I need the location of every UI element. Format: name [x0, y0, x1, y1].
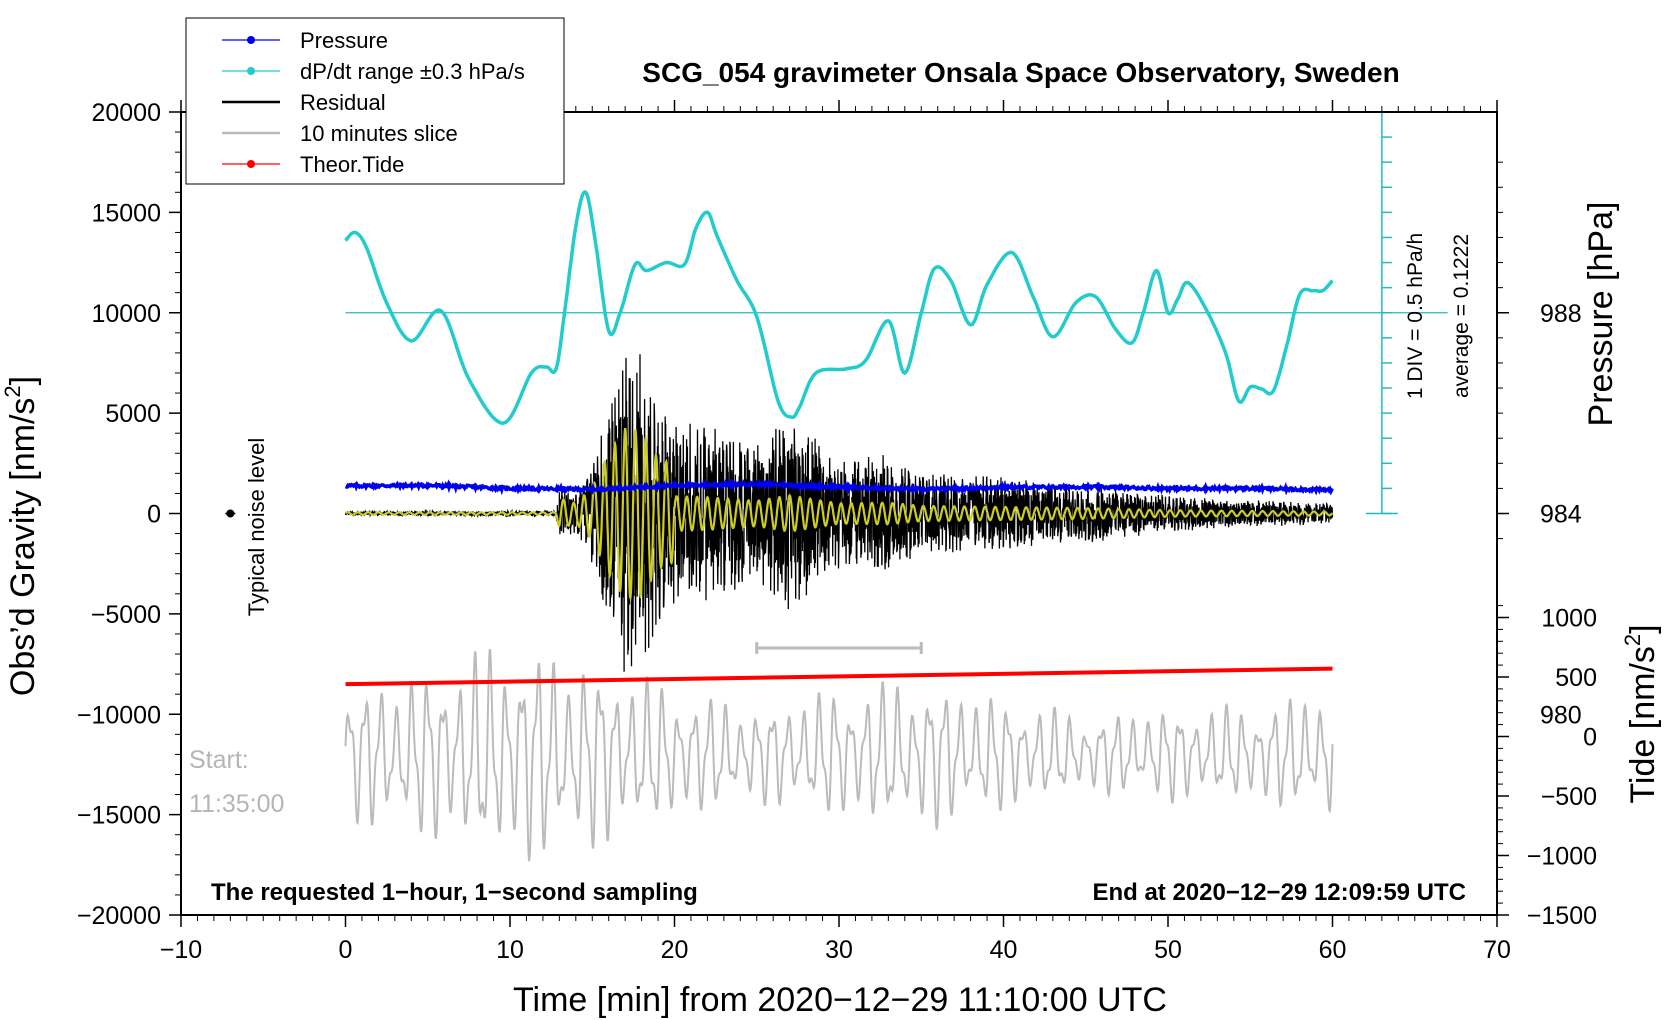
y-axis-label-left-end: ] — [4, 376, 42, 385]
x-axis-label: Time [min] from 2020−12−29 11:10:00 UTC — [513, 981, 1167, 1019]
axis-ticks: −10 0 10 20 30 40 50 60 7020000150001000050000−5… — [77, 99, 1597, 964]
pressure-axis-label: Pressure [hPa] — [1582, 202, 1620, 427]
y-tick-label-left: 20000 — [91, 99, 161, 127]
legend-swatch-marker — [247, 36, 255, 44]
legend-swatch-marker — [247, 67, 255, 75]
tide-tick-label: −1000 — [1527, 843, 1597, 871]
tide-tick-label: −500 — [1541, 783, 1597, 811]
tide-axis-label: Tide [nm/s2] — [1620, 624, 1662, 803]
x-tick-label: 40 — [990, 936, 1018, 964]
tide-tick-label: 500 — [1555, 664, 1597, 692]
x-tick-label: 60 — [1319, 936, 1347, 964]
dpdt-division-note: 1 DIV = 0.5 hPa/h — [1404, 233, 1427, 399]
y-tick-label-left: −5000 — [91, 601, 161, 629]
y-tick-label-left: −10000 — [77, 701, 161, 729]
legend-entry: Theor.Tide — [222, 152, 404, 177]
dpdt-trace — [344, 190, 1334, 425]
dpdt-average-note: average = 0.1222 — [1450, 234, 1473, 398]
chart-title: SCG_054 gravimeter Onsala Space Observat… — [642, 57, 1399, 88]
noise-marker-dot — [226, 509, 235, 518]
start-label: Start: — [189, 746, 249, 774]
x-tick-label: 0 — [339, 936, 353, 964]
end-time-note: End at 2020−12−29 12:09:59 UTC — [1092, 879, 1466, 906]
x-tick-label: 30 — [825, 936, 853, 964]
legend-entry: Pressure — [222, 28, 388, 53]
x-tick-label: 70 — [1483, 936, 1511, 964]
noise-level-label: Typical noise level — [244, 438, 269, 617]
y-tick-label-left: 0 — [147, 501, 161, 529]
legend-entry: 10 minutes slice — [222, 121, 458, 146]
y-tick-label-left: 15000 — [91, 199, 161, 227]
pressure-trace — [344, 477, 1334, 496]
x-tick-label: 20 — [661, 936, 689, 964]
legend-entry: Residual — [222, 90, 386, 115]
tide-tick-label: 0 — [1583, 724, 1597, 752]
pressure-tick-label: 984 — [1540, 501, 1582, 529]
legend-label: dP/dt range ±0.3 hPa/s — [300, 59, 525, 84]
tide-axis-label-sup: 2 — [1620, 634, 1645, 646]
y-tick-label-left: 5000 — [105, 400, 161, 428]
slice-trace — [344, 648, 1334, 862]
x-tick-label: 10 — [496, 936, 524, 964]
x-tick-label: −10 — [160, 936, 202, 964]
legend-label: Theor.Tide — [300, 152, 404, 177]
start-time: 11:35:00 — [189, 790, 284, 818]
residual-filtered-trace — [345, 427, 1334, 602]
x-tick-label: 50 — [1154, 936, 1182, 964]
tide-axis-label-text: Tide [nm/s — [1624, 646, 1662, 803]
legend-label: 10 minutes slice — [300, 121, 458, 146]
y-axis-label-left-sup: 2 — [0, 385, 25, 397]
pressure-tick-label: 980 — [1540, 701, 1582, 729]
tide-tick-label: −1500 — [1527, 902, 1597, 930]
y-axis-label-left-text: Obs’d Gravity [nm/s — [4, 398, 42, 697]
tide-axis-label-end: ] — [1624, 624, 1662, 633]
plot-data-layer — [225, 111, 1448, 862]
y-tick-label-left: −20000 — [77, 902, 161, 930]
tide-line — [345, 666, 1333, 687]
legend-label: Pressure — [300, 28, 388, 53]
y-axis-label-left: Obs’d Gravity [nm/s2] — [0, 376, 42, 696]
pressure-tick-label: 988 — [1540, 300, 1582, 328]
residual-trace — [344, 354, 1334, 672]
legend-swatch-marker — [247, 160, 255, 168]
legend: Pressure dP/dt range ±0.3 hPa/s Residual 10… — [185, 17, 565, 185]
y-tick-label-left: 10000 — [91, 300, 161, 328]
tide-tick-label: 1000 — [1541, 605, 1597, 633]
legend-entry: dP/dt range ±0.3 hPa/s — [222, 59, 525, 84]
y-tick-label-left: −15000 — [77, 802, 161, 830]
sampling-note: The requested 1−hour, 1−second sampling — [211, 879, 698, 906]
legend-label: Residual — [300, 90, 386, 115]
